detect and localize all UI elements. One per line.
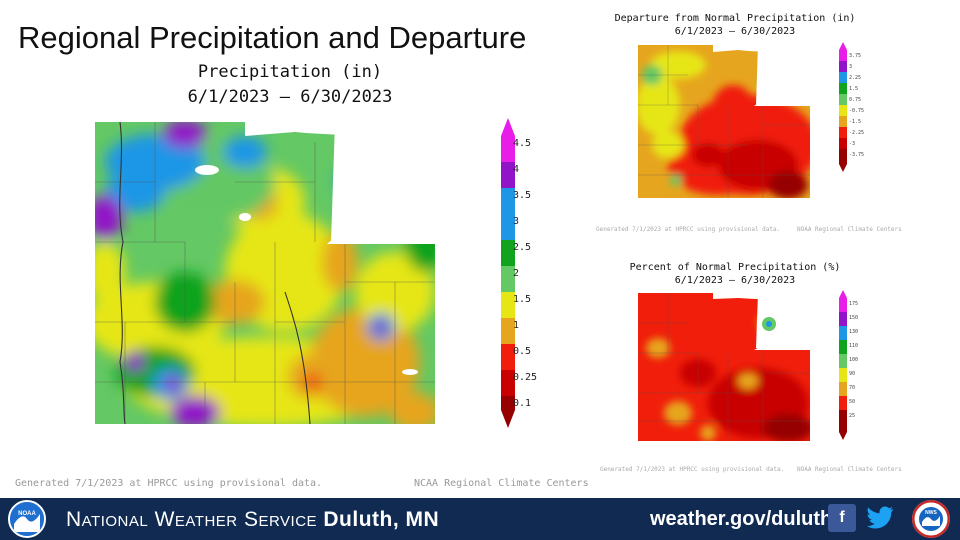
legend-label: -3: [849, 141, 856, 147]
legend-label: -3.75: [849, 152, 865, 158]
legend-label: 3: [513, 216, 520, 227]
legend-label: 1: [513, 320, 520, 331]
legend-label: 3.5: [513, 190, 532, 201]
legend-label: -0.75: [849, 108, 865, 114]
slide-title: Regional Precipitation and Departure: [18, 20, 527, 55]
legend-label: 3: [849, 64, 853, 70]
departure-source-note: NOAA Regional Climate Centers: [797, 226, 902, 233]
percent-legend-colorbar: [839, 290, 847, 440]
legend-label: 0.25: [513, 372, 538, 383]
legend-label: 0.5: [513, 346, 532, 357]
nws-logo-text: NWS: [925, 510, 937, 516]
legend-label: 25: [849, 413, 856, 419]
legend-label: 0.75: [849, 97, 862, 103]
percent-legend: 175 150 130 110 100 90 70 50 25: [838, 290, 878, 440]
agency-name: National Weather Service: [66, 508, 318, 531]
generated-note: Generated 7/1/2023 at HPRCC using provis…: [15, 478, 323, 489]
twitter-icon[interactable]: [866, 504, 894, 532]
nws-logo[interactable]: NWS: [912, 500, 950, 538]
departure-generated-note: Generated 7/1/2023 at HPRCC using provis…: [596, 226, 781, 233]
main-map-dates: 6/1/2023 – 6/30/2023: [187, 87, 393, 107]
legend-label: 70: [849, 385, 856, 391]
legend-label: 4: [513, 164, 520, 175]
source-note: NCAA Regional Climate Centers: [414, 478, 589, 489]
main-map-title: Precipitation (in): [197, 62, 383, 82]
legend-label: 175: [849, 301, 859, 307]
office-name: Duluth, MN: [323, 508, 440, 531]
legend-label: 2: [513, 268, 520, 279]
departure-map-dates: 6/1/2023 – 6/30/2023: [674, 26, 796, 37]
legend-label: 3.75: [849, 53, 862, 59]
departure-legend: 3.75 3 2.25 1.5 0.75 -0.75 -1.5 -2.25 -3…: [838, 42, 878, 172]
legend-label: 2.25: [849, 75, 862, 81]
legend-label: 110: [849, 343, 859, 349]
legend-label: 2.5: [513, 242, 532, 253]
footer-bar: [0, 498, 960, 540]
departure-legend-colorbar: [839, 42, 847, 172]
legend-label: 0.1: [513, 398, 532, 409]
percent-map-title: Percent of Normal Precipitation (%): [629, 262, 841, 273]
percent-generated-note: Generated 7/1/2023 at HPRCC using provis…: [600, 466, 785, 473]
noaa-logo[interactable]: NOAA: [8, 500, 46, 538]
percent-map-dates: 6/1/2023 – 6/30/2023: [674, 275, 796, 286]
legend-label: 1.5: [513, 294, 532, 305]
precipitation-map: [95, 122, 435, 424]
legend-label: 130: [849, 329, 859, 335]
nws-office-name: National Weather Service Duluth, MN: [66, 508, 439, 532]
legend-label: 1.5: [849, 86, 859, 92]
legend-label: 90: [849, 371, 856, 377]
legend-label: 150: [849, 315, 859, 321]
noaa-logo-text: NOAA: [18, 511, 36, 517]
departure-map: [638, 45, 810, 198]
legend-label: 100: [849, 357, 859, 363]
legend-label: -1.5: [849, 119, 862, 125]
precipitation-legend-colorbar: [501, 118, 515, 428]
precipitation-legend: 4.5 4 3.5 3 2.5 2 1.5 1 0.5 0.25 0.1: [498, 118, 538, 428]
website-link[interactable]: weather.gov/duluth: [650, 508, 833, 530]
percent-map: [638, 293, 810, 441]
percent-source-note: NOAA Regional Climate Centers: [797, 466, 902, 473]
departure-map-title: Departure from Normal Precipitation (in): [614, 13, 856, 24]
legend-label: 4.5: [513, 138, 532, 149]
facebook-icon[interactable]: f: [828, 504, 856, 532]
legend-label: -2.25: [849, 130, 865, 136]
legend-label: 50: [849, 399, 856, 405]
